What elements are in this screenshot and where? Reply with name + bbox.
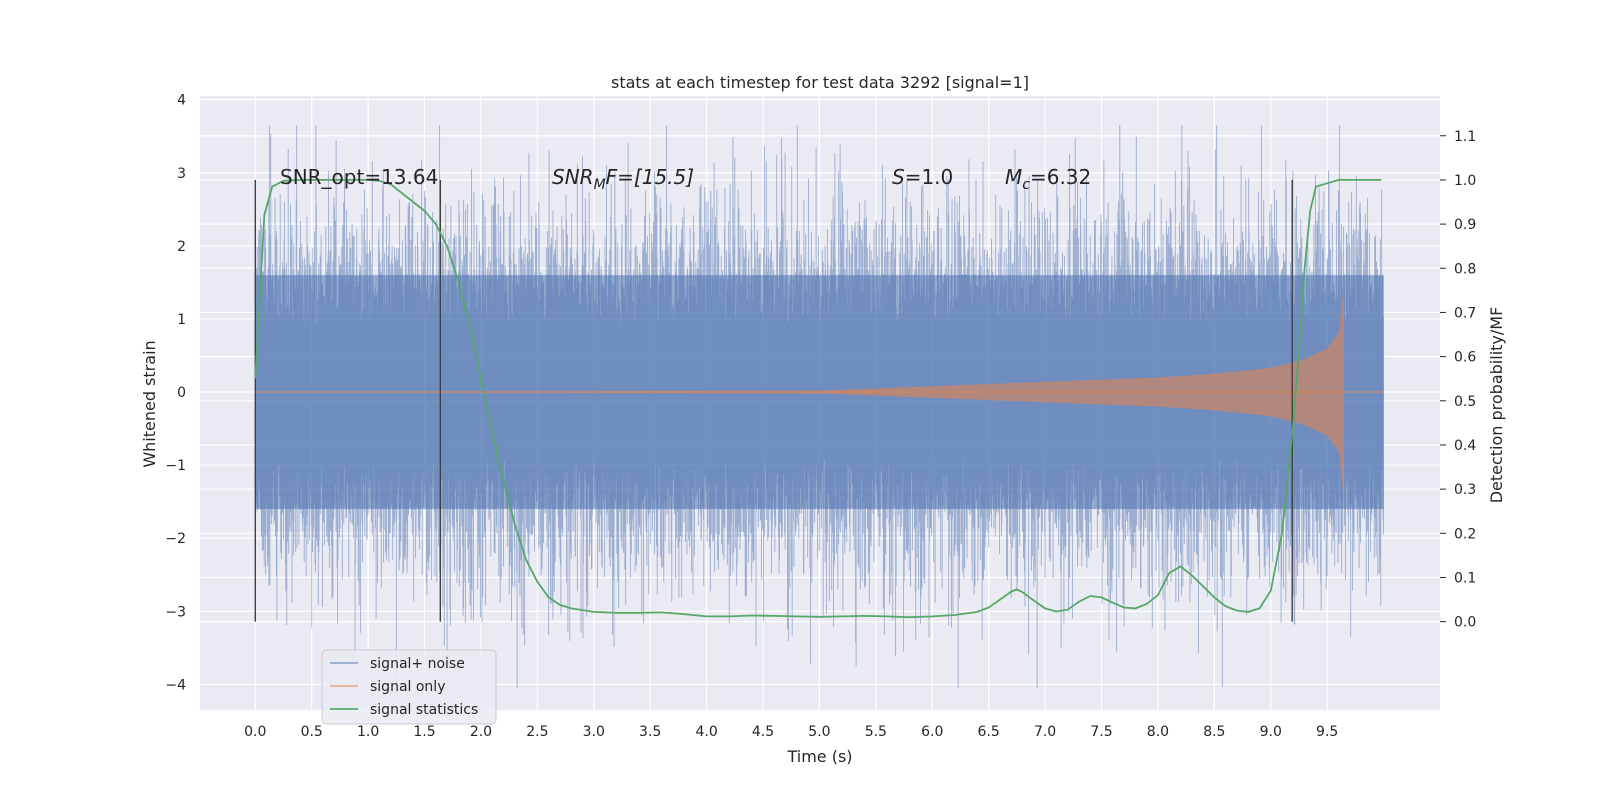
y-tick-label: −2 [165, 531, 186, 547]
right-y-tick-label: 1.0 [1454, 173, 1476, 189]
x-tick-label: 7.0 [1034, 724, 1056, 740]
x-axis-label: Time (s) [786, 747, 852, 766]
right-y-tick-label: 0.1 [1454, 570, 1476, 586]
y-tick-label: −1 [165, 458, 186, 474]
annotation-mc-label: M [1005, 165, 1022, 189]
x-tick-label: 6.5 [978, 724, 1000, 740]
right-y-tick-label: 0.0 [1454, 615, 1476, 631]
right-y-axis-label: Detection probability/MF [1487, 307, 1506, 504]
x-tick-label: 3.0 [583, 724, 605, 740]
y-tick-label: 4 [177, 93, 186, 109]
right-y-tick-label: 1.1 [1454, 129, 1476, 145]
right-y-tick-label: 0.9 [1454, 217, 1476, 233]
x-tick-label: 1.5 [413, 724, 435, 740]
x-tick-label: 6.0 [921, 724, 943, 740]
right-y-tick-label: 0.2 [1454, 526, 1476, 542]
vertical-markers [254, 179, 1293, 622]
legend-box [321, 649, 497, 725]
series-signal-only [255, 282, 1384, 502]
annotation-snr-opt: SNR_opt=13.64 [280, 165, 438, 189]
x-tick-label: 8.5 [1203, 724, 1225, 740]
annotation-snr-mf: SNRMF=[15.5] [552, 165, 694, 193]
x-tick-label: 9.5 [1316, 724, 1338, 740]
annotation-s-label: S [892, 165, 905, 189]
annotation-snr-mf-base: SNR [552, 165, 594, 189]
annotation-snr-mf-sub: M [594, 177, 606, 193]
y-tick-label: 3 [177, 166, 186, 182]
y-tick-labels: 4 3 2 1 0 −1 −2 −3 −4 [165, 93, 186, 694]
x-tick-label: 4.5 [752, 724, 774, 740]
x-tick-labels: 0.0 0.5 1.0 1.5 2.0 2.5 3.0 3.5 4.0 4.5 5.0 5.5 6.0 6… [244, 724, 1338, 740]
series-signal-statistics [254, 179, 1382, 619]
x-tick-label: 5.5 [865, 724, 887, 740]
annotation-mc-sub: c [1022, 177, 1030, 193]
x-tick-label: 0.5 [301, 724, 323, 740]
right-y-tick-label: 0.6 [1454, 350, 1476, 366]
x-tick-label: 7.5 [1090, 724, 1112, 740]
y-tick-label: −3 [165, 604, 186, 620]
annotation-snr-mf-tail: F=[15.5] [606, 165, 694, 189]
right-y-tick-label: 0.4 [1454, 438, 1476, 454]
x-tick-label: 3.5 [639, 724, 661, 740]
right-y-tick-labels: 1.1 1.0 0.9 0.8 0.7 0.6 0.5 0.4 0.3 0.2 0.1 0.0 [1440, 129, 1476, 631]
y-tick-label: −4 [165, 677, 186, 693]
x-tick-label: 9.0 [1260, 724, 1282, 740]
legend-label-signal-noise: signal+ noise [370, 656, 465, 672]
x-tick-label: 4.0 [695, 724, 717, 740]
annotation-s-value: =1.0 [905, 165, 954, 189]
annotation-mc: Mc=6.32 [1005, 165, 1091, 193]
right-y-tick-label: 0.3 [1454, 482, 1476, 498]
annotation-s: S=1.0 [892, 165, 953, 189]
y-tick-label: 1 [177, 312, 186, 328]
signal-statistics-line [254, 179, 1382, 619]
x-tick-label: 1.0 [357, 724, 379, 740]
right-y-tick-label: 0.8 [1454, 261, 1476, 277]
legend-label-signal-statistics: signal statistics [370, 702, 478, 718]
x-tick-label: 0.0 [244, 724, 266, 740]
x-tick-label: 5.0 [808, 724, 830, 740]
y-tick-label: 2 [177, 239, 186, 255]
chart-title: stats at each timestep for test data 329… [611, 73, 1029, 92]
x-tick-label: 8.0 [1147, 724, 1169, 740]
y-tick-label: 0 [177, 385, 186, 401]
legend: signal+ noise signal only signal statist… [321, 649, 497, 725]
right-y-tick-label: 0.5 [1454, 394, 1476, 410]
x-tick-label: 2.5 [526, 724, 548, 740]
legend-label-signal-only: signal only [370, 679, 445, 695]
right-y-tick-label: 0.7 [1454, 305, 1476, 321]
annotation-mc-value: =6.32 [1030, 165, 1091, 189]
y-axis-label: Whitened strain [140, 340, 159, 467]
x-tick-label: 2.0 [470, 724, 492, 740]
